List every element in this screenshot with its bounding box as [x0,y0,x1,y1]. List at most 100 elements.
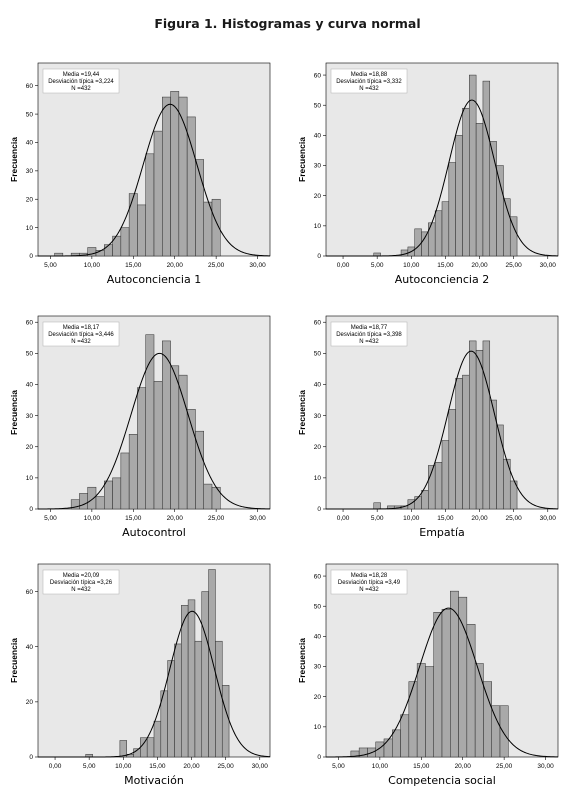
x-tick-label: 30,00 [249,262,266,269]
histogram-panel-autocontrol: 0 10 20 30 40 50 60 5,00 10,00 15,00 20,00 25,00 30,… [8,308,278,539]
histogram-svg: 0 20 40 60 0,00 5,00 10,00 15,00 20,00 25,00 30,00… [9,563,271,787]
x-tick-label: 15,00 [149,763,166,770]
histogram-bar [450,590,459,758]
y-tick-label: 60 [314,319,322,326]
histogram-bar [215,640,223,758]
histogram-bar [112,477,122,510]
x-tick-label: 30,00 [249,515,266,522]
y-tick-label: 40 [314,634,322,641]
histogram-bar [462,107,470,257]
y-tick-label: 50 [26,111,34,118]
x-axis-label: Empatía [419,526,465,539]
x-axis-label: Autocontrol [122,526,186,539]
histogram-bar [128,193,138,257]
histogram-bar [482,340,491,510]
y-tick-label: 60 [26,319,34,326]
histogram-bar [475,123,484,257]
histogram-bar [482,80,491,257]
histogram-bar [455,135,463,257]
y-axis-label: Frecuencia [297,137,307,182]
histogram-bar [201,591,209,758]
stats-line: N =432 [71,587,91,593]
histogram-bar [221,685,230,758]
x-tick-label: 5,00 [44,262,57,269]
y-tick-label: 30 [314,664,322,671]
histogram-bar [137,387,146,510]
x-tick-label: 10,00 [403,262,420,269]
stats-line: Media =18,17 [63,325,100,331]
x-tick-label: 30,00 [540,262,557,269]
histogram-bar [509,216,518,257]
histogram-bar [146,737,155,758]
x-tick-label: 30,00 [252,763,269,770]
histogram-bar [128,434,138,510]
histogram-bar [392,729,401,758]
histogram-bar [496,165,504,257]
x-tick-label: 25,00 [208,515,225,522]
x-tick-label: 25,00 [208,262,225,269]
y-tick-label: 0 [317,506,321,513]
y-tick-label: 30 [314,163,322,170]
histogram-panel-motivacion: 0 20 40 60 0,00 5,00 10,00 15,00 20,00 25,00 30,00… [8,556,278,787]
histogram-bar [483,681,492,758]
y-tick-label: 40 [314,382,322,389]
x-tick-label: 5,00 [371,515,384,522]
y-tick-label: 20 [314,444,322,451]
x-tick-label: 5,00 [371,262,384,269]
histogram-bar [186,116,196,257]
y-tick-label: 10 [26,225,34,232]
histogram-bar [414,496,422,510]
histogram-bar [441,608,451,758]
y-tick-label: 20 [26,196,34,203]
histogram-bar [203,483,213,510]
y-tick-label: 60 [314,72,322,79]
y-tick-label: 0 [317,754,321,761]
y-tick-label: 0 [29,253,33,260]
y-axis-label: Frecuencia [297,390,307,435]
x-tick-label: 20,00 [471,515,488,522]
y-axis-label: Frecuencia [9,390,19,435]
histogram-bar [194,640,203,758]
histogram-svg: 0 10 20 30 40 50 60 5,00 10,00 15,00 20,00 25,00 30,… [297,563,559,787]
stats-line: Media =18,77 [351,325,388,331]
histogram-bar [153,381,163,510]
y-tick-label: 40 [26,140,34,147]
histogram-bar [79,493,88,510]
histogram-bar [187,599,196,758]
histogram-bar [475,349,484,510]
histogram-bar [162,96,171,257]
histogram-bar [474,663,484,758]
x-tick-label: 25,00 [496,763,513,770]
stats-line: N =432 [71,86,91,92]
x-tick-label: 10,00 [84,515,101,522]
x-tick-label: 15,00 [125,515,142,522]
x-tick-label: 15,00 [413,763,430,770]
stats-line: N =432 [359,587,379,593]
histogram-bar [448,409,456,510]
x-tick-label: 15,00 [437,262,454,269]
normal-curve [38,610,271,758]
histogram-bar [499,705,509,758]
stats-line: Desviación típica =3,446 [48,332,114,338]
histogram-bar [181,605,189,758]
histogram-bar [414,228,422,257]
x-axis-label: Autoconciencia 2 [395,273,489,286]
stats-line: N =432 [71,339,91,345]
stats-legend-box [42,321,120,347]
histogram-bar [104,480,113,510]
histogram-bar [95,496,105,510]
histogram-bar [120,452,130,510]
stats-line: Desviación típica =3,398 [336,332,402,338]
normal-curve [38,103,271,257]
y-tick-label: 60 [26,589,34,596]
x-tick-label: 10,00 [372,763,389,770]
histogram-bar [425,666,434,758]
y-tick-label: 60 [314,573,322,580]
histogram-bar [174,643,182,758]
histogram-bar [145,153,155,257]
histogram-bar [153,720,162,758]
y-tick-label: 30 [314,413,322,420]
x-tick-label: 20,00 [167,515,184,522]
